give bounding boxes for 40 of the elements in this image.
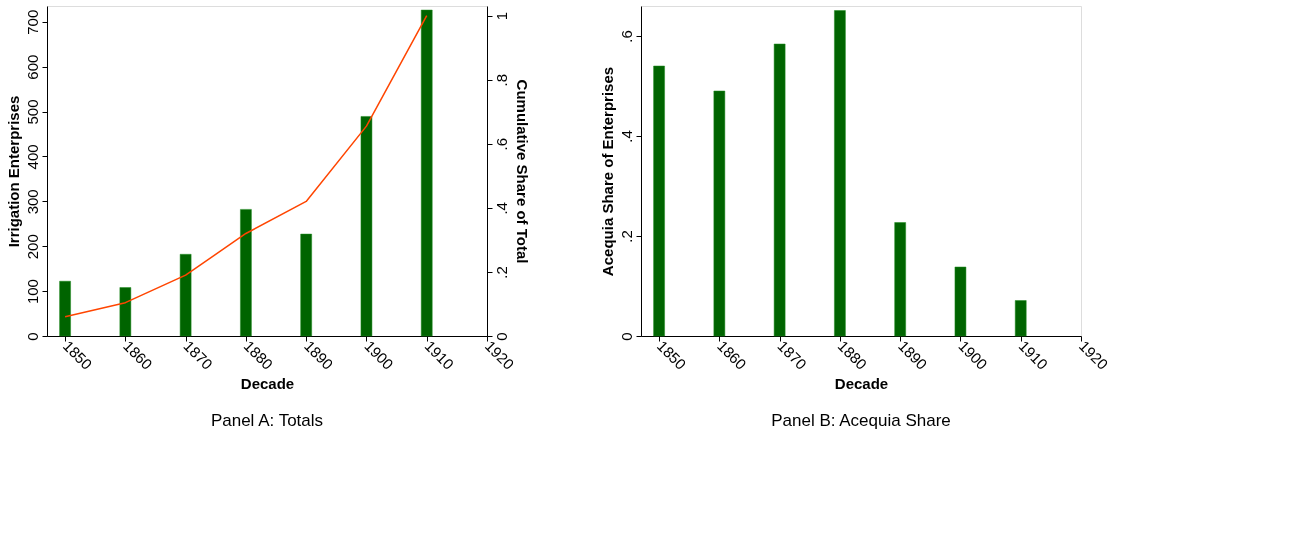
x-axis-title: Decade <box>834 374 889 392</box>
y-tick-label: .6 <box>617 30 635 43</box>
y-axis-title: Acequia Share of Enterprises <box>598 66 616 277</box>
y-tick-label: 600 <box>23 54 41 80</box>
bar <box>360 116 373 337</box>
bar <box>653 65 665 337</box>
y-tick-label: .4 <box>617 130 635 143</box>
bar <box>240 209 252 337</box>
bar <box>1014 300 1027 337</box>
bar <box>834 10 846 337</box>
y-tick-label: 500 <box>23 99 41 125</box>
y-axis-title: Irrigation Enterprises <box>4 95 22 248</box>
bar <box>420 9 433 337</box>
bar <box>713 90 726 337</box>
bar <box>300 233 312 337</box>
y2-tick-label: 0 <box>492 332 510 341</box>
y-tick-label: 400 <box>23 144 41 170</box>
y-tick-label: 300 <box>23 189 41 215</box>
bar <box>773 43 786 337</box>
bar <box>59 280 71 337</box>
bar <box>179 254 192 337</box>
bar <box>954 266 967 337</box>
text: Panel A: Totals <box>210 411 324 431</box>
line-series <box>64 14 428 318</box>
y-tick-label: 200 <box>23 234 41 260</box>
y2-axis-title: Cumulative Share of Total <box>513 79 531 264</box>
y-tick-label: .2 <box>617 230 635 243</box>
bar <box>894 222 906 337</box>
y-tick-label: 0 <box>617 332 635 341</box>
y2-tick-label: 1 <box>492 11 510 21</box>
y2-tick-label: .8 <box>492 73 510 87</box>
y-tick-label: 700 <box>23 9 41 35</box>
bar <box>119 287 132 337</box>
x-axis-title: Decade <box>240 374 295 392</box>
text: Panel B: Acequia Share <box>771 411 951 431</box>
y2-tick-label: .2 <box>492 266 510 279</box>
y-tick-label: 0 <box>23 332 41 341</box>
y-tick-label: 100 <box>23 279 41 305</box>
y2-tick-label: .4 <box>492 202 510 215</box>
y2-tick-label: .6 <box>492 138 510 151</box>
